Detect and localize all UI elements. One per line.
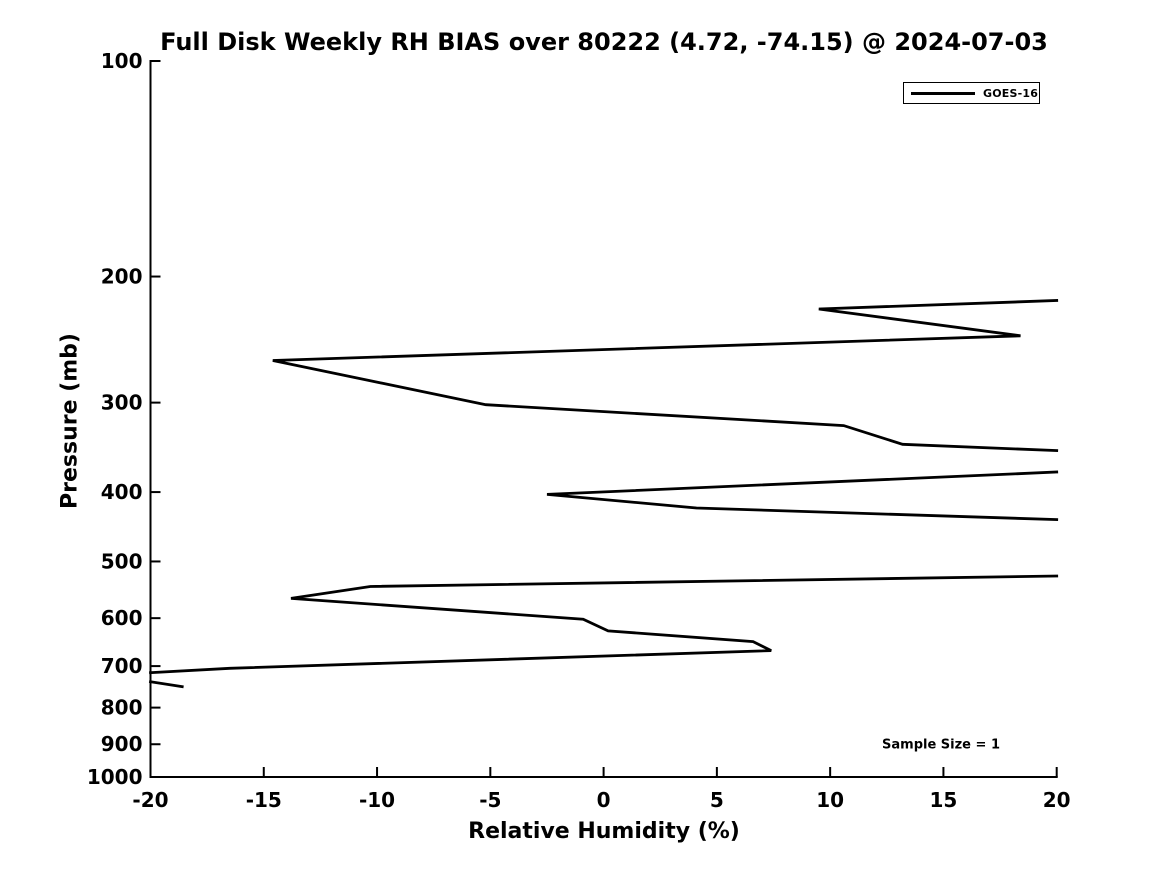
y-tick-label: 200 bbox=[101, 265, 143, 289]
x-tick-label: -10 bbox=[359, 788, 395, 812]
y-tick-label: 1000 bbox=[87, 765, 143, 789]
x-tick-label: 15 bbox=[930, 788, 958, 812]
sample-size-annotation: Sample Size = 1 bbox=[882, 737, 1000, 753]
series-line-goes-16 bbox=[148, 680, 184, 689]
chart-title: Full Disk Weekly RH BIAS over 80222 (4.7… bbox=[160, 28, 1048, 56]
y-tick-label: 700 bbox=[101, 654, 143, 678]
x-axis-label: Relative Humidity (%) bbox=[468, 819, 740, 844]
y-tick-label: 300 bbox=[101, 391, 143, 415]
x-tick-label: 5 bbox=[710, 788, 724, 812]
legend-line-sample-icon bbox=[911, 91, 975, 95]
series-line-goes-16 bbox=[546, 470, 1059, 522]
y-axis-label: Pressure (mb) bbox=[57, 333, 83, 509]
legend-label: GOES-16 bbox=[983, 86, 1039, 100]
y-tick-label: 100 bbox=[101, 49, 143, 73]
x-tick-label: -20 bbox=[132, 788, 168, 812]
y-tick-label: 900 bbox=[101, 732, 143, 756]
y-tick-label: 500 bbox=[101, 549, 143, 573]
y-tick-label: 400 bbox=[101, 480, 143, 504]
legend: GOES-16 bbox=[903, 82, 1040, 104]
x-tick-label: -5 bbox=[479, 788, 501, 812]
x-tick-label: 10 bbox=[816, 788, 844, 812]
x-tick-label: -15 bbox=[246, 788, 282, 812]
axis-spines bbox=[149, 60, 1058, 778]
series-line-goes-16 bbox=[149, 574, 1059, 675]
series-line-goes-16 bbox=[272, 299, 1059, 453]
x-tick-label: 0 bbox=[597, 788, 611, 812]
y-tick-label: 600 bbox=[101, 606, 143, 630]
x-tick-label: 20 bbox=[1043, 788, 1071, 812]
y-tick-label: 800 bbox=[101, 696, 143, 720]
